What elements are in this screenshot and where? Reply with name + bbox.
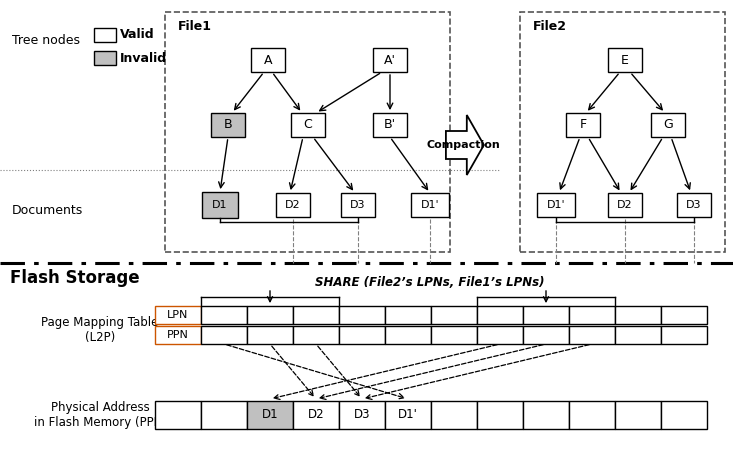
Text: File1: File1 bbox=[178, 20, 212, 32]
Bar bbox=[661, 306, 707, 324]
Bar bbox=[477, 401, 523, 429]
Text: Documents: Documents bbox=[12, 203, 84, 217]
Bar bbox=[566, 113, 600, 137]
Bar bbox=[661, 401, 707, 429]
Bar bbox=[155, 306, 201, 324]
Bar bbox=[523, 306, 569, 324]
Text: D1: D1 bbox=[262, 409, 279, 421]
Text: D3: D3 bbox=[350, 200, 366, 210]
Bar bbox=[615, 401, 661, 429]
Text: A: A bbox=[264, 53, 272, 67]
Text: Compaction: Compaction bbox=[426, 140, 500, 150]
Bar bbox=[608, 193, 642, 217]
Bar bbox=[276, 193, 310, 217]
Bar bbox=[431, 306, 477, 324]
Bar bbox=[537, 193, 575, 217]
Text: D2: D2 bbox=[617, 200, 633, 210]
Bar bbox=[247, 401, 293, 429]
Bar bbox=[431, 326, 477, 344]
Bar bbox=[431, 401, 477, 429]
Text: Valid: Valid bbox=[120, 28, 155, 42]
Text: File2: File2 bbox=[533, 20, 567, 32]
Text: C: C bbox=[303, 118, 312, 132]
Bar bbox=[201, 401, 247, 429]
Text: F: F bbox=[580, 118, 586, 132]
Text: PPN: PPN bbox=[167, 330, 189, 340]
Text: E: E bbox=[621, 53, 629, 67]
Bar bbox=[94, 51, 116, 65]
Bar bbox=[385, 401, 431, 429]
Bar bbox=[339, 326, 385, 344]
Text: D2: D2 bbox=[308, 409, 324, 421]
Bar bbox=[293, 401, 339, 429]
Text: D1': D1' bbox=[547, 200, 565, 210]
Text: D3: D3 bbox=[354, 409, 370, 421]
Bar bbox=[373, 48, 407, 72]
Text: B': B' bbox=[384, 118, 396, 132]
Text: Invalid: Invalid bbox=[120, 52, 167, 64]
Bar bbox=[569, 401, 615, 429]
Bar bbox=[341, 193, 375, 217]
Bar bbox=[615, 306, 661, 324]
Bar bbox=[247, 306, 293, 324]
Text: Page Mapping Table
(L2P): Page Mapping Table (L2P) bbox=[41, 316, 158, 344]
Bar bbox=[569, 306, 615, 324]
Text: LPN: LPN bbox=[167, 310, 188, 320]
Bar bbox=[247, 326, 293, 344]
Bar bbox=[385, 326, 431, 344]
Bar bbox=[155, 326, 201, 344]
Bar bbox=[201, 326, 247, 344]
Text: D1': D1' bbox=[421, 200, 439, 210]
Bar bbox=[293, 326, 339, 344]
Bar bbox=[211, 113, 245, 137]
Bar bbox=[569, 326, 615, 344]
Bar bbox=[291, 113, 325, 137]
Bar bbox=[608, 48, 642, 72]
Bar bbox=[373, 113, 407, 137]
Text: SHARE (File2’s LPNs, File1’s LPNs): SHARE (File2’s LPNs, File1’s LPNs) bbox=[315, 276, 545, 289]
Bar bbox=[411, 193, 449, 217]
Bar bbox=[385, 306, 431, 324]
Text: D2: D2 bbox=[285, 200, 301, 210]
Text: Flash Storage: Flash Storage bbox=[10, 269, 139, 287]
Bar bbox=[339, 306, 385, 324]
Text: G: G bbox=[663, 118, 673, 132]
Bar bbox=[523, 326, 569, 344]
Text: Tree nodes: Tree nodes bbox=[12, 33, 80, 47]
Bar bbox=[339, 401, 385, 429]
Text: D3: D3 bbox=[686, 200, 701, 210]
Bar bbox=[202, 192, 238, 218]
Bar bbox=[615, 326, 661, 344]
Bar bbox=[477, 326, 523, 344]
Bar bbox=[94, 28, 116, 42]
Text: A': A' bbox=[384, 53, 396, 67]
Bar bbox=[523, 401, 569, 429]
Bar bbox=[477, 306, 523, 324]
Bar bbox=[155, 401, 201, 429]
Text: D1': D1' bbox=[398, 409, 418, 421]
Text: Physical Address
in Flash Memory (PPN): Physical Address in Flash Memory (PPN) bbox=[34, 401, 166, 429]
Bar bbox=[651, 113, 685, 137]
Bar bbox=[201, 306, 247, 324]
Polygon shape bbox=[446, 115, 484, 175]
Bar bbox=[661, 326, 707, 344]
Text: D1: D1 bbox=[213, 200, 228, 210]
Bar bbox=[677, 193, 711, 217]
Text: B: B bbox=[224, 118, 232, 132]
Bar bbox=[251, 48, 285, 72]
Bar bbox=[293, 306, 339, 324]
